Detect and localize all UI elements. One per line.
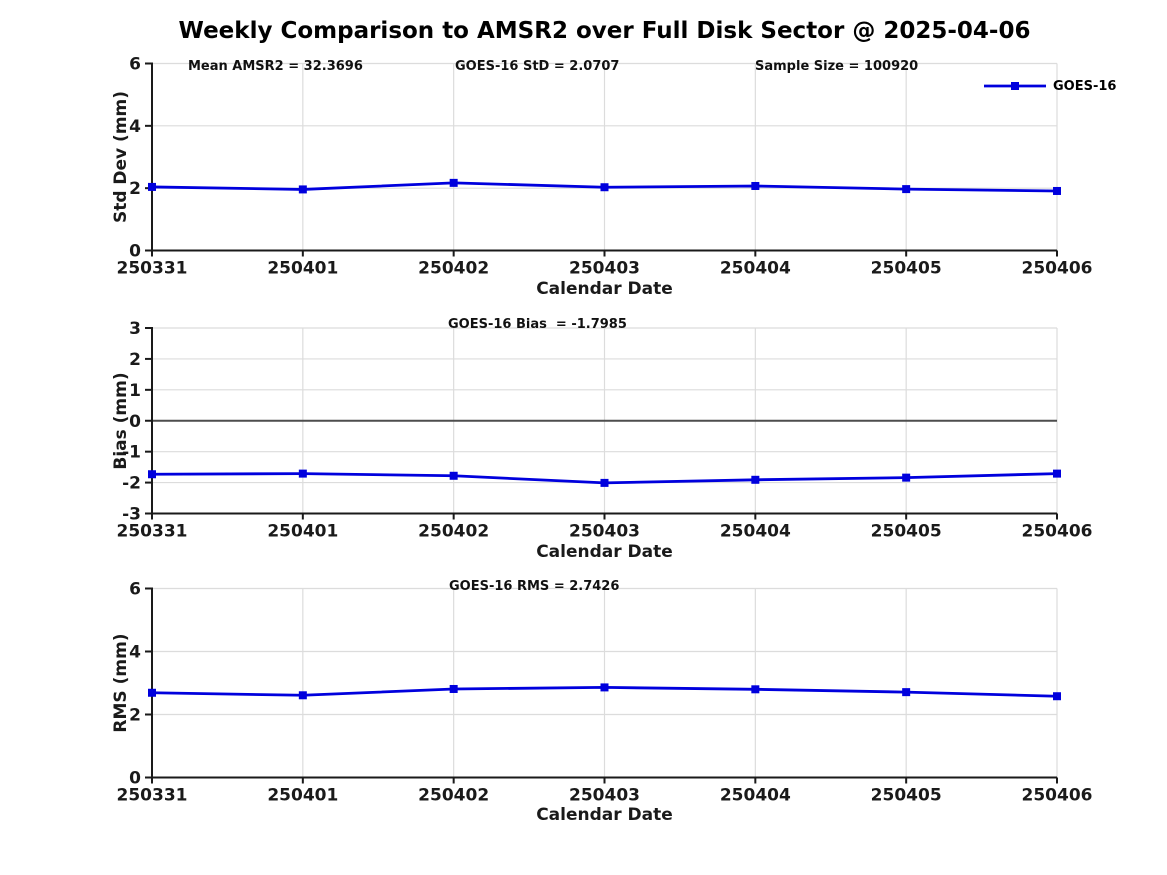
goes-16-marker xyxy=(902,185,911,194)
goes-16-marker xyxy=(1053,469,1061,478)
x-tick-label: 250406 xyxy=(1022,522,1093,542)
x-tick-label: 250402 xyxy=(418,259,489,279)
goes-16-marker xyxy=(298,185,307,194)
goes-16-marker xyxy=(148,688,156,697)
bias-y-axis-label: Bias (mm) xyxy=(111,372,131,470)
x-tick-label: 250404 xyxy=(720,522,791,542)
y-tick-label: -3 xyxy=(122,505,141,525)
mean-amsr2-annotation: Mean AMSR2 = 32.3696 xyxy=(188,59,363,74)
rms-panel: 250331 250401 250402 250403 250404 250405 2504… xyxy=(117,580,1093,806)
x-tick-label: 250331 xyxy=(117,259,188,279)
x-tick-label: 250405 xyxy=(871,786,942,806)
goes-16-marker xyxy=(600,183,609,192)
x-tick-label: 250405 xyxy=(871,522,942,542)
x-tick-label: 250402 xyxy=(418,786,489,806)
bias-panel: 250331 250401 250402 250403 250404 250405 2504… xyxy=(117,319,1093,542)
goes16-rms-annotation: GOES-16 RMS = 2.7426 xyxy=(449,579,620,594)
chart-title: Weekly Comparison to AMSR2 over Full Dis… xyxy=(178,18,1031,44)
goes16-bias-annotation: GOES-16 Bias = -1.7985 xyxy=(448,317,627,332)
goes-16-marker xyxy=(449,178,458,187)
x-tick-label: 250403 xyxy=(569,522,640,542)
goes-16-marker xyxy=(600,478,609,487)
y-tick-label: 1 xyxy=(129,381,141,401)
legend-line-marker-icon xyxy=(984,82,1046,90)
sample-size-annotation: Sample Size = 100920 xyxy=(755,59,919,74)
stddev-y-axis-label: Std Dev (mm) xyxy=(111,90,131,224)
x-tick-label: 250331 xyxy=(117,522,188,542)
bias-x-axis-label: Calendar Date xyxy=(536,542,673,562)
x-tick-label: 250331 xyxy=(117,786,188,806)
y-tick-label: -2 xyxy=(122,474,141,494)
goes16-std-annotation: GOES-16 StD = 2.0707 xyxy=(455,59,620,74)
y-tick-label: 0 xyxy=(129,242,141,262)
legend: GOES-16 xyxy=(984,78,1116,94)
y-tick-label: 6 xyxy=(129,580,141,600)
y-tick-label: 6 xyxy=(129,55,141,75)
legend-label: GOES-16 xyxy=(1053,78,1117,94)
goes-16-marker xyxy=(148,182,156,191)
stddev-x-axis-label: Calendar Date xyxy=(536,279,673,299)
rms-x-axis-label: Calendar Date xyxy=(536,805,673,825)
goes-16-marker xyxy=(751,181,760,190)
x-tick-label: 250404 xyxy=(720,259,791,279)
y-tick-label: -1 xyxy=(122,443,141,463)
goes-16-marker xyxy=(902,473,911,482)
x-tick-label: 250401 xyxy=(267,786,338,806)
x-tick-label: 250406 xyxy=(1022,259,1093,279)
goes-16-marker xyxy=(600,683,609,692)
x-tick-label: 250402 xyxy=(418,522,489,542)
goes-16-marker xyxy=(751,475,760,484)
goes-16-marker xyxy=(449,684,458,693)
std_dev-panel: 250331 250401 250402 250403 250404 250405 2504… xyxy=(117,55,1093,279)
y-tick-label: 2 xyxy=(129,350,141,370)
goes-16-marker xyxy=(902,688,911,697)
y-tick-label: 4 xyxy=(129,117,141,137)
goes-16-marker xyxy=(751,685,760,694)
goes-16-marker xyxy=(298,469,307,478)
goes-16-marker xyxy=(1053,186,1061,195)
x-tick-label: 250406 xyxy=(1022,786,1093,806)
x-tick-label: 250401 xyxy=(267,522,338,542)
rms-y-axis-label: RMS (mm) xyxy=(111,633,131,733)
x-tick-label: 250401 xyxy=(267,259,338,279)
y-tick-label: 3 xyxy=(129,319,141,339)
x-tick-label: 250405 xyxy=(871,259,942,279)
goes-16-marker xyxy=(298,691,307,700)
y-tick-label: 2 xyxy=(129,179,141,199)
goes-16-marker xyxy=(148,470,156,479)
y-tick-label: 0 xyxy=(129,769,141,789)
goes-16-marker xyxy=(449,471,458,480)
y-tick-label: 2 xyxy=(129,706,141,726)
y-tick-label: 4 xyxy=(129,643,141,663)
goes-16-marker xyxy=(1053,692,1061,701)
x-tick-label: 250404 xyxy=(720,786,791,806)
x-tick-label: 250403 xyxy=(569,786,640,806)
x-tick-label: 250403 xyxy=(569,259,640,279)
y-tick-label: 0 xyxy=(129,412,141,432)
